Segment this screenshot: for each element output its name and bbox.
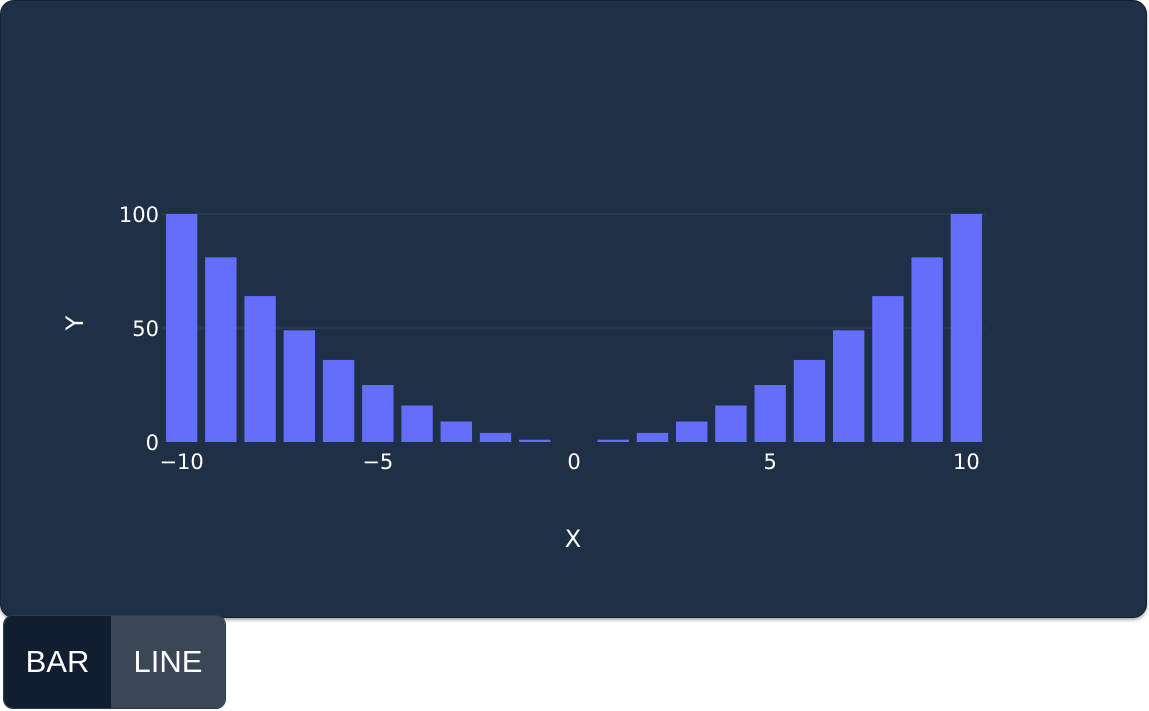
bar[interactable] [479,432,512,442]
x-axis-title: X [565,525,581,553]
chart-type-toggle: BAR LINE [3,615,226,709]
bar[interactable] [322,359,355,442]
bar[interactable] [401,405,433,442]
bar[interactable] [244,296,276,442]
line-button[interactable]: LINE [111,616,225,708]
x-tick-label: 10 [953,450,980,474]
bar[interactable] [950,214,983,442]
x-tick-label: −10 [159,450,203,474]
x-tick-label: 5 [764,450,777,474]
bar[interactable] [597,439,629,442]
x-tick-label: −5 [362,450,393,474]
bar[interactable] [283,330,316,442]
x-axis-ticks: −10 −5 0 5 10 [159,450,979,474]
bar[interactable] [165,214,198,442]
y-tick-label: 0 [146,431,159,455]
bar[interactable] [440,421,472,442]
bar-button[interactable]: BAR [4,616,111,708]
y-tick-label: 100 [119,203,159,227]
bar[interactable] [362,385,394,442]
bar[interactable] [676,421,708,442]
bar-chart: 0 50 100 −10 −5 0 5 10 X Y [61,203,986,553]
bar[interactable] [911,257,943,442]
x-tick-label: 0 [567,450,580,474]
chart-card: 0 50 100 −10 −5 0 5 10 X Y [0,0,1147,618]
bar[interactable] [754,385,786,442]
bar[interactable] [832,330,865,442]
bar[interactable] [519,439,551,442]
bar[interactable] [636,432,669,442]
y-axis-title: Y [61,315,89,331]
bar[interactable] [205,257,237,442]
y-axis-ticks: 0 50 100 [119,203,159,455]
y-tick-label: 50 [132,317,159,341]
bar[interactable] [715,405,747,442]
bar-series [165,214,983,442]
bar[interactable] [793,359,826,442]
bar[interactable] [872,296,904,442]
grid-lines [162,213,986,329]
